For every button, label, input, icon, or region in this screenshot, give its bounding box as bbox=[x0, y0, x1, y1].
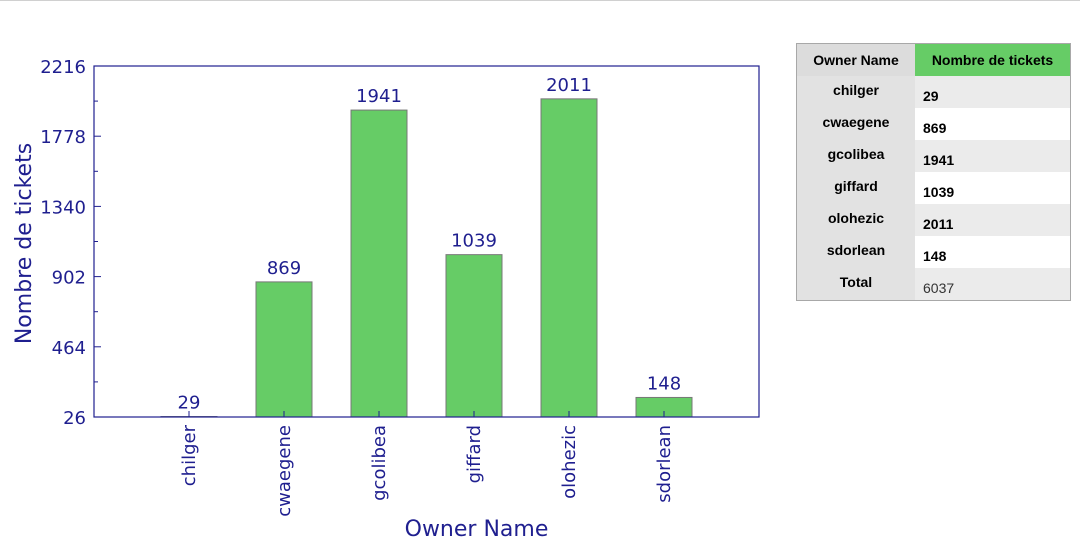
count-cell: 29 bbox=[915, 76, 1071, 108]
bar-olohezic bbox=[540, 98, 598, 418]
count-cell: 1039 bbox=[915, 172, 1071, 204]
table-row: olohezic 2011 bbox=[796, 204, 1071, 236]
owner-cell: gcolibea bbox=[796, 140, 915, 172]
bar-value-label: 869 bbox=[267, 258, 301, 279]
x-tick-label: olohezic bbox=[559, 425, 580, 499]
y-tick-label: 2216 bbox=[40, 57, 86, 78]
x-tick-label: gcolibea bbox=[369, 425, 390, 501]
bar-value-label: 29 bbox=[178, 393, 201, 414]
table-row: giffard 1039 bbox=[796, 172, 1071, 204]
header-owner-name: Owner Name bbox=[796, 43, 915, 76]
bar-value-label: 2011 bbox=[546, 75, 592, 96]
count-cell: 2011 bbox=[915, 204, 1071, 236]
y-tick-label: 1340 bbox=[40, 197, 86, 218]
count-cell: 1941 bbox=[915, 140, 1071, 172]
y-tick-label: 26 bbox=[63, 408, 86, 429]
table-total-row: Total 6037 bbox=[796, 268, 1071, 301]
table-row: sdorlean 148 bbox=[796, 236, 1071, 268]
x-axis-title: Owner Name bbox=[405, 517, 549, 542]
y-tick-label: 464 bbox=[52, 338, 86, 359]
total-value: 6037 bbox=[915, 268, 1071, 301]
top-divider bbox=[0, 0, 1080, 1]
count-cell: 869 bbox=[915, 108, 1071, 140]
owner-cell: giffard bbox=[796, 172, 915, 204]
bar-cwaegene bbox=[255, 281, 313, 418]
table-row: chilger 29 bbox=[796, 76, 1071, 108]
bar-gcolibea bbox=[350, 109, 408, 418]
y-axis-title: Nombre de tickets bbox=[12, 143, 37, 344]
x-tick-label: sdorlean bbox=[654, 425, 675, 503]
count-cell: 148 bbox=[915, 236, 1071, 268]
owner-cell: olohezic bbox=[796, 204, 915, 236]
bar-value-label: 1039 bbox=[451, 231, 497, 252]
bar-value-label: 148 bbox=[647, 373, 681, 394]
x-tick-label: cwaegene bbox=[274, 425, 295, 517]
bar-giffard bbox=[445, 254, 503, 418]
table-row: gcolibea 1941 bbox=[796, 140, 1071, 172]
y-tick-label: 902 bbox=[52, 268, 86, 289]
y-tick-label: 1778 bbox=[40, 127, 86, 148]
bar-chart: 29 869 1941 1039 2011 148 26 464 902 1340 1778 2216… bbox=[12, 57, 760, 542]
table-row: cwaegene 869 bbox=[796, 108, 1071, 140]
table-header-row: Owner Name Nombre de tickets bbox=[796, 43, 1071, 76]
owner-cell: cwaegene bbox=[796, 108, 915, 140]
plot-frame bbox=[93, 65, 760, 418]
bar-value-label: 1941 bbox=[356, 86, 402, 107]
owner-cell: chilger bbox=[796, 76, 915, 108]
summary-table: Owner Name Nombre de tickets chilger 29 … bbox=[796, 43, 1071, 301]
header-ticket-count: Nombre de tickets bbox=[915, 43, 1071, 76]
x-tick-label: giffard bbox=[464, 425, 485, 483]
total-label: Total bbox=[796, 268, 915, 301]
owner-cell: sdorlean bbox=[796, 236, 915, 268]
x-tick-label: chilger bbox=[179, 424, 200, 486]
